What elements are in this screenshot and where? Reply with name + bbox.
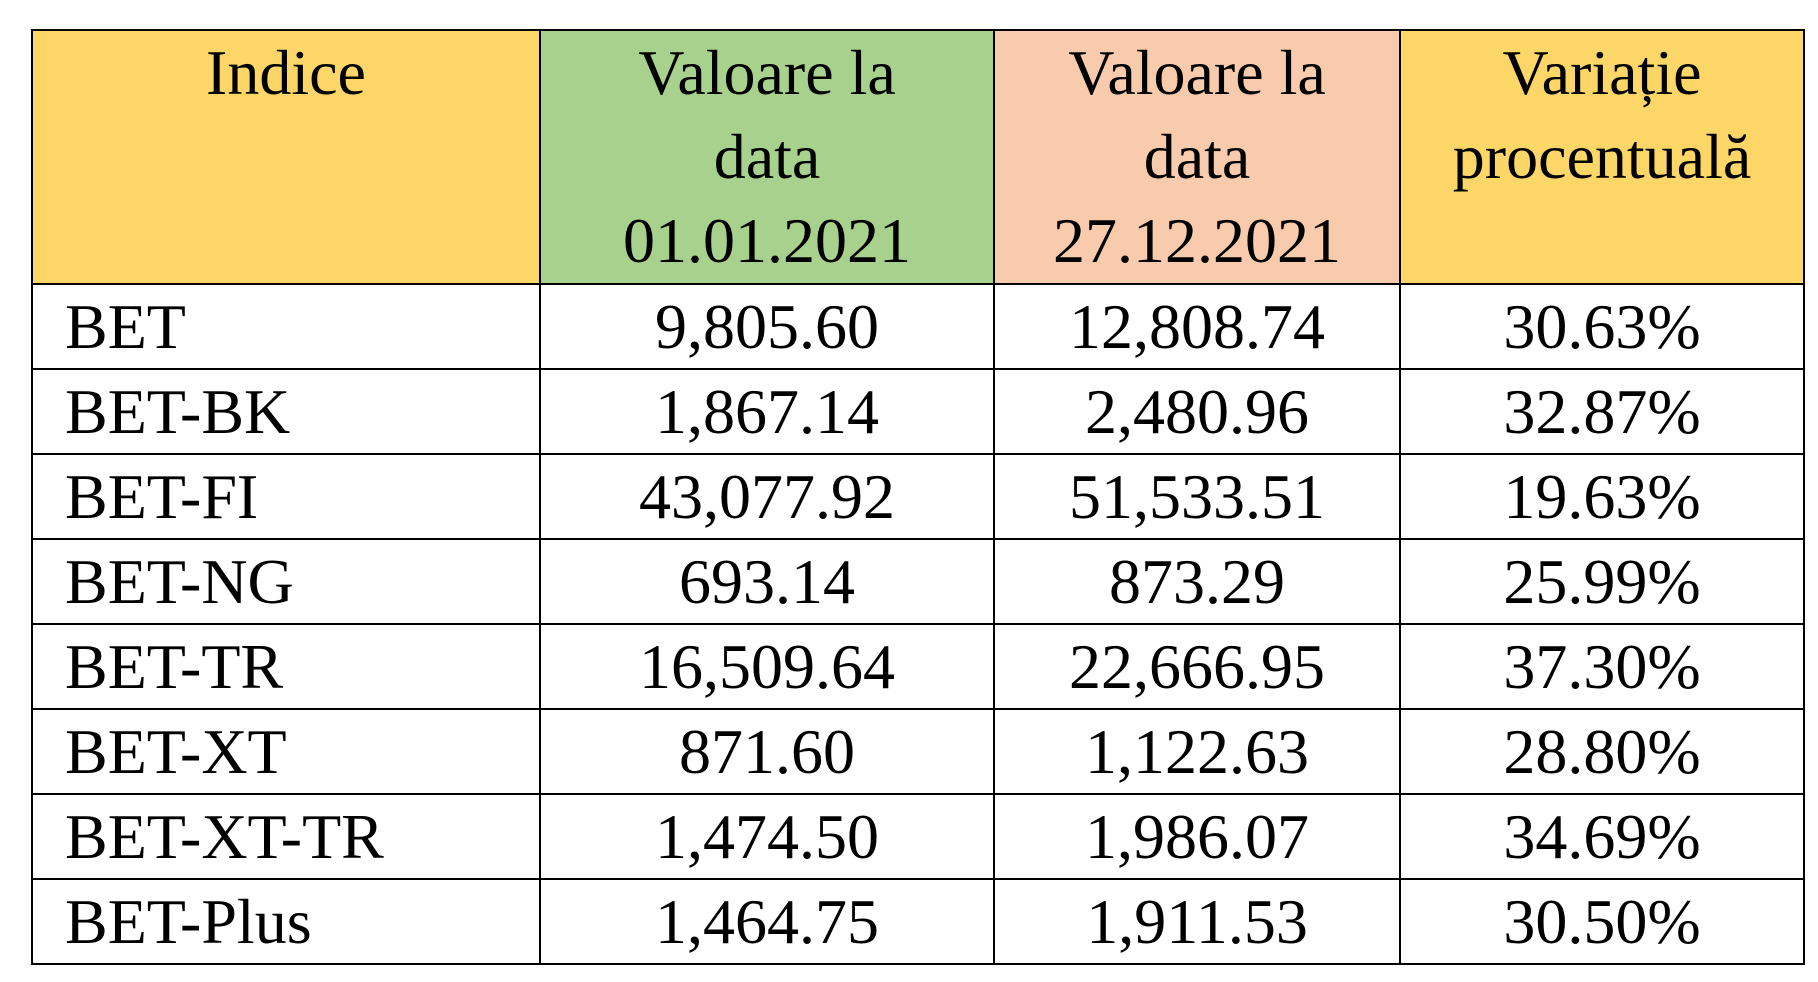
percent-change-cell: 32.87% xyxy=(1399,368,1805,455)
table-row: BET-Plus 1,464.75 1,911.53 30.50% xyxy=(31,878,1805,965)
start-value-cell: 1,474.50 xyxy=(539,793,995,880)
index-name-cell: BET-NG xyxy=(31,538,541,625)
end-value-cell: 1,122.63 xyxy=(993,708,1401,795)
header-start-line: Valoare la xyxy=(638,37,896,108)
start-value-cell: 1,464.75 xyxy=(539,878,995,965)
header-start-value: Valoare la data 01.01.2021 xyxy=(539,29,995,285)
header-end-line: data xyxy=(1143,121,1251,192)
header-row: Indice Valoare la data 01.01.2021 Valoar… xyxy=(31,29,1805,285)
end-value-cell: 22,666.95 xyxy=(993,623,1401,710)
percent-change-cell: 34.69% xyxy=(1399,793,1805,880)
start-value-cell: 1,867.14 xyxy=(539,368,995,455)
table-row: BET-FI 43,077.92 51,533.51 19.63% xyxy=(31,453,1805,540)
index-name-cell: BET-FI xyxy=(31,453,541,540)
index-name-cell: BET-BK xyxy=(31,368,541,455)
percent-change-cell: 30.50% xyxy=(1399,878,1805,965)
percent-change-cell: 37.30% xyxy=(1399,623,1805,710)
start-value-cell: 9,805.60 xyxy=(539,283,995,370)
header-start-line: 01.01.2021 xyxy=(623,205,911,276)
end-value-cell: 873.29 xyxy=(993,538,1401,625)
index-name-cell: BET-TR xyxy=(31,623,541,710)
end-value-cell: 1,986.07 xyxy=(993,793,1401,880)
table-row: BET-NG 693.14 873.29 25.99% xyxy=(31,538,1805,625)
index-values-table: Indice Valoare la data 01.01.2021 Valoar… xyxy=(31,29,1805,965)
header-percent-change: Variație procentuală xyxy=(1399,29,1805,285)
table-row: BET-XT-TR 1,474.50 1,986.07 34.69% xyxy=(31,793,1805,880)
table-row: BET-TR 16,509.64 22,666.95 37.30% xyxy=(31,623,1805,710)
percent-change-cell: 19.63% xyxy=(1399,453,1805,540)
end-value-cell: 2,480.96 xyxy=(993,368,1401,455)
table-header: Indice Valoare la data 01.01.2021 Valoar… xyxy=(31,29,1805,285)
header-change-line: Variație xyxy=(1502,37,1702,108)
start-value-cell: 43,077.92 xyxy=(539,453,995,540)
table-row: BET-XT 871.60 1,122.63 28.80% xyxy=(31,708,1805,795)
header-start-line: data xyxy=(713,121,821,192)
percent-change-cell: 30.63% xyxy=(1399,283,1805,370)
table-row: BET-BK 1,867.14 2,480.96 32.87% xyxy=(31,368,1805,455)
end-value-cell: 12,808.74 xyxy=(993,283,1401,370)
percent-change-cell: 28.80% xyxy=(1399,708,1805,795)
header-end-value: Valoare la data 27.12.2021 xyxy=(993,29,1401,285)
header-change-line: procentuală xyxy=(1452,121,1752,192)
index-name-cell: BET xyxy=(31,283,541,370)
header-end-line: Valoare la xyxy=(1068,37,1326,108)
header-end-line: 27.12.2021 xyxy=(1053,205,1341,276)
header-index: Indice xyxy=(31,29,541,285)
index-name-cell: BET-Plus xyxy=(31,878,541,965)
index-name-cell: BET-XT xyxy=(31,708,541,795)
start-value-cell: 16,509.64 xyxy=(539,623,995,710)
percent-change-cell: 25.99% xyxy=(1399,538,1805,625)
end-value-cell: 51,533.51 xyxy=(993,453,1401,540)
table-row: BET 9,805.60 12,808.74 30.63% xyxy=(31,283,1805,370)
table-body: BET 9,805.60 12,808.74 30.63% BET-BK 1,8… xyxy=(31,283,1805,965)
start-value-cell: 693.14 xyxy=(539,538,995,625)
header-index-line: Indice xyxy=(206,37,366,108)
index-name-cell: BET-XT-TR xyxy=(31,793,541,880)
end-value-cell: 1,911.53 xyxy=(993,878,1401,965)
start-value-cell: 871.60 xyxy=(539,708,995,795)
